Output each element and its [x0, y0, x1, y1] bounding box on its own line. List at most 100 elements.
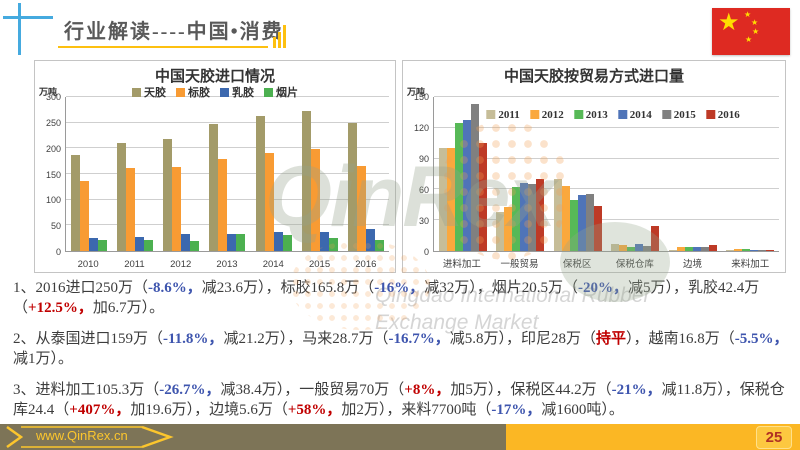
y-axis: 0 50 100 150 200 250 300 — [41, 92, 65, 257]
text-segment: 减11.8万），保税仓库24.4（ — [13, 382, 785, 418]
legend-swatch-icon — [220, 88, 229, 97]
paragraph-imports-by-country: 2、从泰国进口159万（-11.8%，减21.2万），马来28.7万（-16.7… — [13, 329, 791, 369]
bar-2014-进料加工 — [462, 119, 471, 251]
title-underline — [58, 46, 268, 48]
bar-group-2014 — [255, 97, 292, 251]
bar-乳胶-2015 — [319, 231, 329, 251]
text-segment: -16.7%， — [388, 331, 450, 347]
text-segment: 加2万），来料7700吨（ — [341, 402, 492, 418]
bar-group-2013 — [209, 97, 246, 251]
y-tick-label: 60 — [418, 185, 429, 195]
gridline — [434, 188, 779, 190]
bar-标胶-2013 — [218, 158, 228, 251]
bar-天胶-2013 — [209, 123, 219, 251]
text-segment: ），越南16.8万（ — [625, 331, 735, 347]
paragraph-2016-imports: 1、2016进口250万（-8.6%，减23.6万），标胶165.8万（-16%… — [13, 278, 791, 318]
footer-olive-bar — [0, 424, 506, 450]
china-flag-icon: ★ ★ ★ ★ ★ — [712, 8, 790, 55]
text-segment: 减5万），乳胶42.4万（ — [13, 280, 760, 316]
gridline — [434, 96, 779, 97]
bar-2016-一般贸易 — [536, 179, 545, 251]
legend-item-2011: 2011 — [486, 109, 520, 121]
bar-2015-来料加工 — [758, 250, 767, 251]
plot-area — [65, 96, 389, 252]
bar-2011-保税区 — [553, 179, 562, 251]
arrow-ribbon-icon — [6, 425, 174, 449]
bar-2012-来料加工 — [734, 248, 743, 251]
text-segment: 持平 — [595, 331, 626, 347]
bar-2013-边境 — [684, 247, 693, 251]
gridline — [434, 126, 779, 128]
bar-乳胶-2013 — [227, 234, 237, 251]
y-tick-label: 120 — [413, 123, 429, 133]
legend-item-2015: 2015 — [661, 109, 696, 121]
bar-乳胶-2011 — [135, 237, 145, 251]
x-tick-label: 一般贸易 — [500, 259, 539, 270]
text-segment: 减1万）。 — [13, 351, 74, 367]
bar-标胶-2011 — [126, 167, 136, 251]
legend-item-乳胶: 乳胶 — [220, 87, 254, 99]
footer: www.QinRex.cn 25 — [0, 424, 800, 450]
text-segment: +12.5%， — [28, 300, 93, 316]
bar-2011-保税仓库 — [611, 244, 620, 251]
chart-rubber-imports: 中国天胶进口情况 万吨 天胶 标胶 乳胶 烟片 0 50 100 150 200 250 300 … — [34, 60, 396, 273]
bar-天胶-2015 — [301, 110, 311, 251]
bar-2014-来料加工 — [750, 249, 759, 251]
legend-swatch-icon — [529, 110, 539, 119]
bar-乳胶-2010 — [89, 238, 99, 251]
bar-标胶-2016 — [356, 165, 366, 251]
y-tick-label: 50 — [50, 221, 61, 232]
legend-label: 2014 — [629, 109, 652, 121]
bar-group-边境 — [668, 97, 717, 251]
gridline — [66, 147, 389, 149]
x-axis: 进料加工 一般贸易 保税区 保税仓库 边境 来料加工 — [433, 256, 779, 270]
y-axis-unit: 万吨 — [407, 87, 426, 97]
bar-烟片-2015 — [328, 237, 338, 251]
y-tick-label: 0 — [55, 247, 61, 257]
gridline — [66, 121, 389, 123]
y-tick-label: 200 — [45, 143, 61, 154]
bar-乳胶-2012 — [181, 234, 191, 251]
gridline — [66, 173, 389, 174]
bar-group-进料加工 — [438, 97, 487, 251]
bar-2015-进料加工 — [470, 104, 479, 251]
bar-2015-边境 — [700, 247, 709, 251]
bar-group-2012 — [163, 97, 200, 251]
text-segment: 减38.4万），一般贸易70万（ — [220, 382, 405, 398]
y-axis-unit: 万吨 — [39, 87, 58, 97]
legend-item-2016: 2016 — [705, 109, 740, 121]
bar-烟片-2013 — [236, 234, 246, 251]
legend-item-2014: 2014 — [617, 109, 652, 121]
bar-2015-保税区 — [585, 193, 594, 251]
chart-legend: 天胶 标胶 乳胶 烟片 — [127, 84, 303, 100]
decorative-cross-icon — [18, 3, 21, 55]
legend-label: 标胶 — [188, 87, 210, 99]
bar-group-2011 — [117, 97, 154, 251]
y-tick-label: 30 — [418, 216, 429, 226]
text-segment: +407%， — [69, 402, 131, 418]
bar-标胶-2012 — [172, 166, 182, 251]
legend-item-2012: 2012 — [529, 109, 564, 121]
bar-天胶-2014 — [255, 116, 265, 251]
x-tick-label: 2012 — [170, 259, 192, 270]
bar-标胶-2014 — [264, 152, 274, 251]
bar-2014-边境 — [692, 246, 701, 251]
legend-label: 乳胶 — [232, 87, 254, 99]
legend-label: 2011 — [498, 109, 520, 121]
bar-group-保税仓库 — [611, 97, 660, 251]
bar-2014-保税区 — [577, 194, 586, 251]
text-segment: 减21.2万），马来28.7万（ — [223, 331, 389, 347]
legend-item-烟片: 烟片 — [264, 87, 298, 99]
text-segment: -26.7%， — [159, 382, 221, 398]
legend-swatch-icon — [486, 110, 496, 119]
y-tick-label: 90 — [418, 154, 429, 164]
text-segment: 加19.6万），边境5.6万（ — [130, 402, 288, 418]
x-tick-label: 2015 — [308, 259, 331, 270]
text-segment: 3、进料加工105.3万（ — [13, 382, 160, 398]
text-segment: 减23.6万），标胶165.8万（ — [201, 280, 375, 296]
footer-url[interactable]: www.QinRex.cn — [36, 428, 128, 443]
gridline — [434, 219, 779, 221]
bar-2012-保税区 — [561, 186, 570, 251]
legend-swatch-icon — [661, 110, 671, 119]
